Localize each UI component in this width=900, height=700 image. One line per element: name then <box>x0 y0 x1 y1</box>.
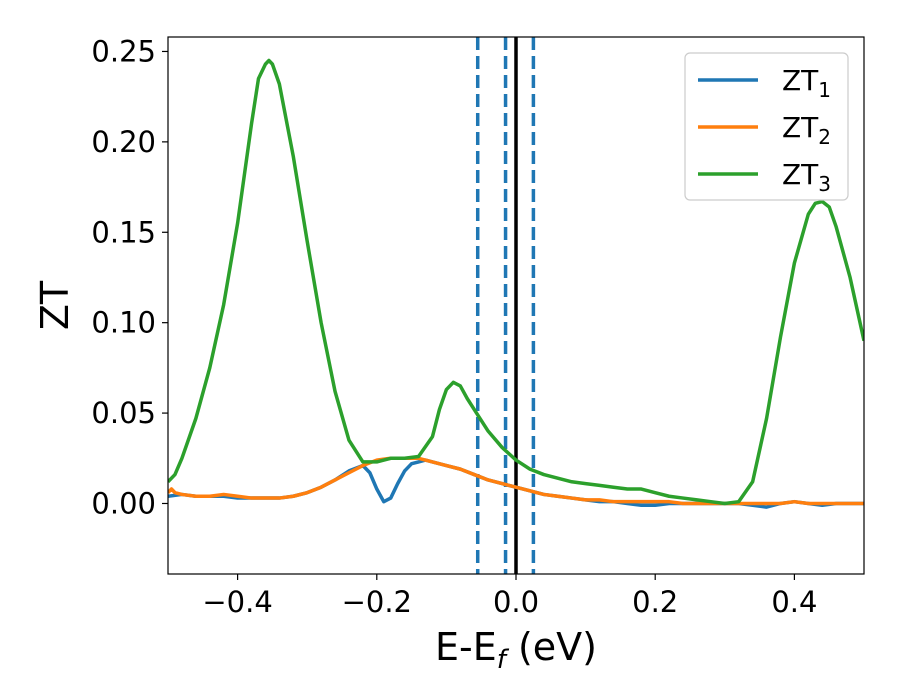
x-axis-title-main: E-E <box>435 625 497 669</box>
legend-label-zt2: ZT2 <box>782 111 831 149</box>
legend-label-subscript: 2 <box>818 125 831 149</box>
vertical-reference-lines <box>475 37 536 574</box>
legend-label-main: ZT <box>782 158 819 191</box>
y-tick-label: 0.05 <box>91 396 156 430</box>
x-tick-label: −0.4 <box>202 585 272 619</box>
legend-label-subscript: 1 <box>818 78 831 102</box>
x-tick-label: 0.2 <box>632 585 678 619</box>
legend-label-main: ZT <box>782 111 819 144</box>
legend-label-zt3: ZT3 <box>782 158 831 196</box>
legend-label-main: ZT <box>782 64 819 97</box>
y-axis-title: ZT <box>33 280 77 330</box>
y-tick-label: 0.15 <box>91 215 156 249</box>
x-tick-label: 0.4 <box>771 585 817 619</box>
y-tick-label: 0.10 <box>91 306 156 340</box>
y-tick-label: 0.20 <box>91 125 156 159</box>
series-line-zt2 <box>168 456 864 506</box>
x-tick-label: 0.0 <box>493 585 539 619</box>
x-axis-title: E-Ef (eV) <box>435 625 597 675</box>
y-tick-label: 0.00 <box>91 486 156 520</box>
y-tick-label: 0.25 <box>91 34 156 68</box>
series-line-zt3 <box>168 58 864 506</box>
legend-label-zt1: ZT1 <box>782 64 831 102</box>
legend-box <box>684 52 849 201</box>
x-axis-title-unit: (eV) <box>506 625 597 669</box>
series-layer <box>168 58 864 509</box>
axes: −0.4 −0.2 0.0 0.2 0.4 0.00 0.05 0.10 0.15 0.20 0.2… <box>33 34 865 675</box>
x-tick-label: −0.2 <box>342 585 412 619</box>
legend-label-subscript: 3 <box>818 172 831 196</box>
